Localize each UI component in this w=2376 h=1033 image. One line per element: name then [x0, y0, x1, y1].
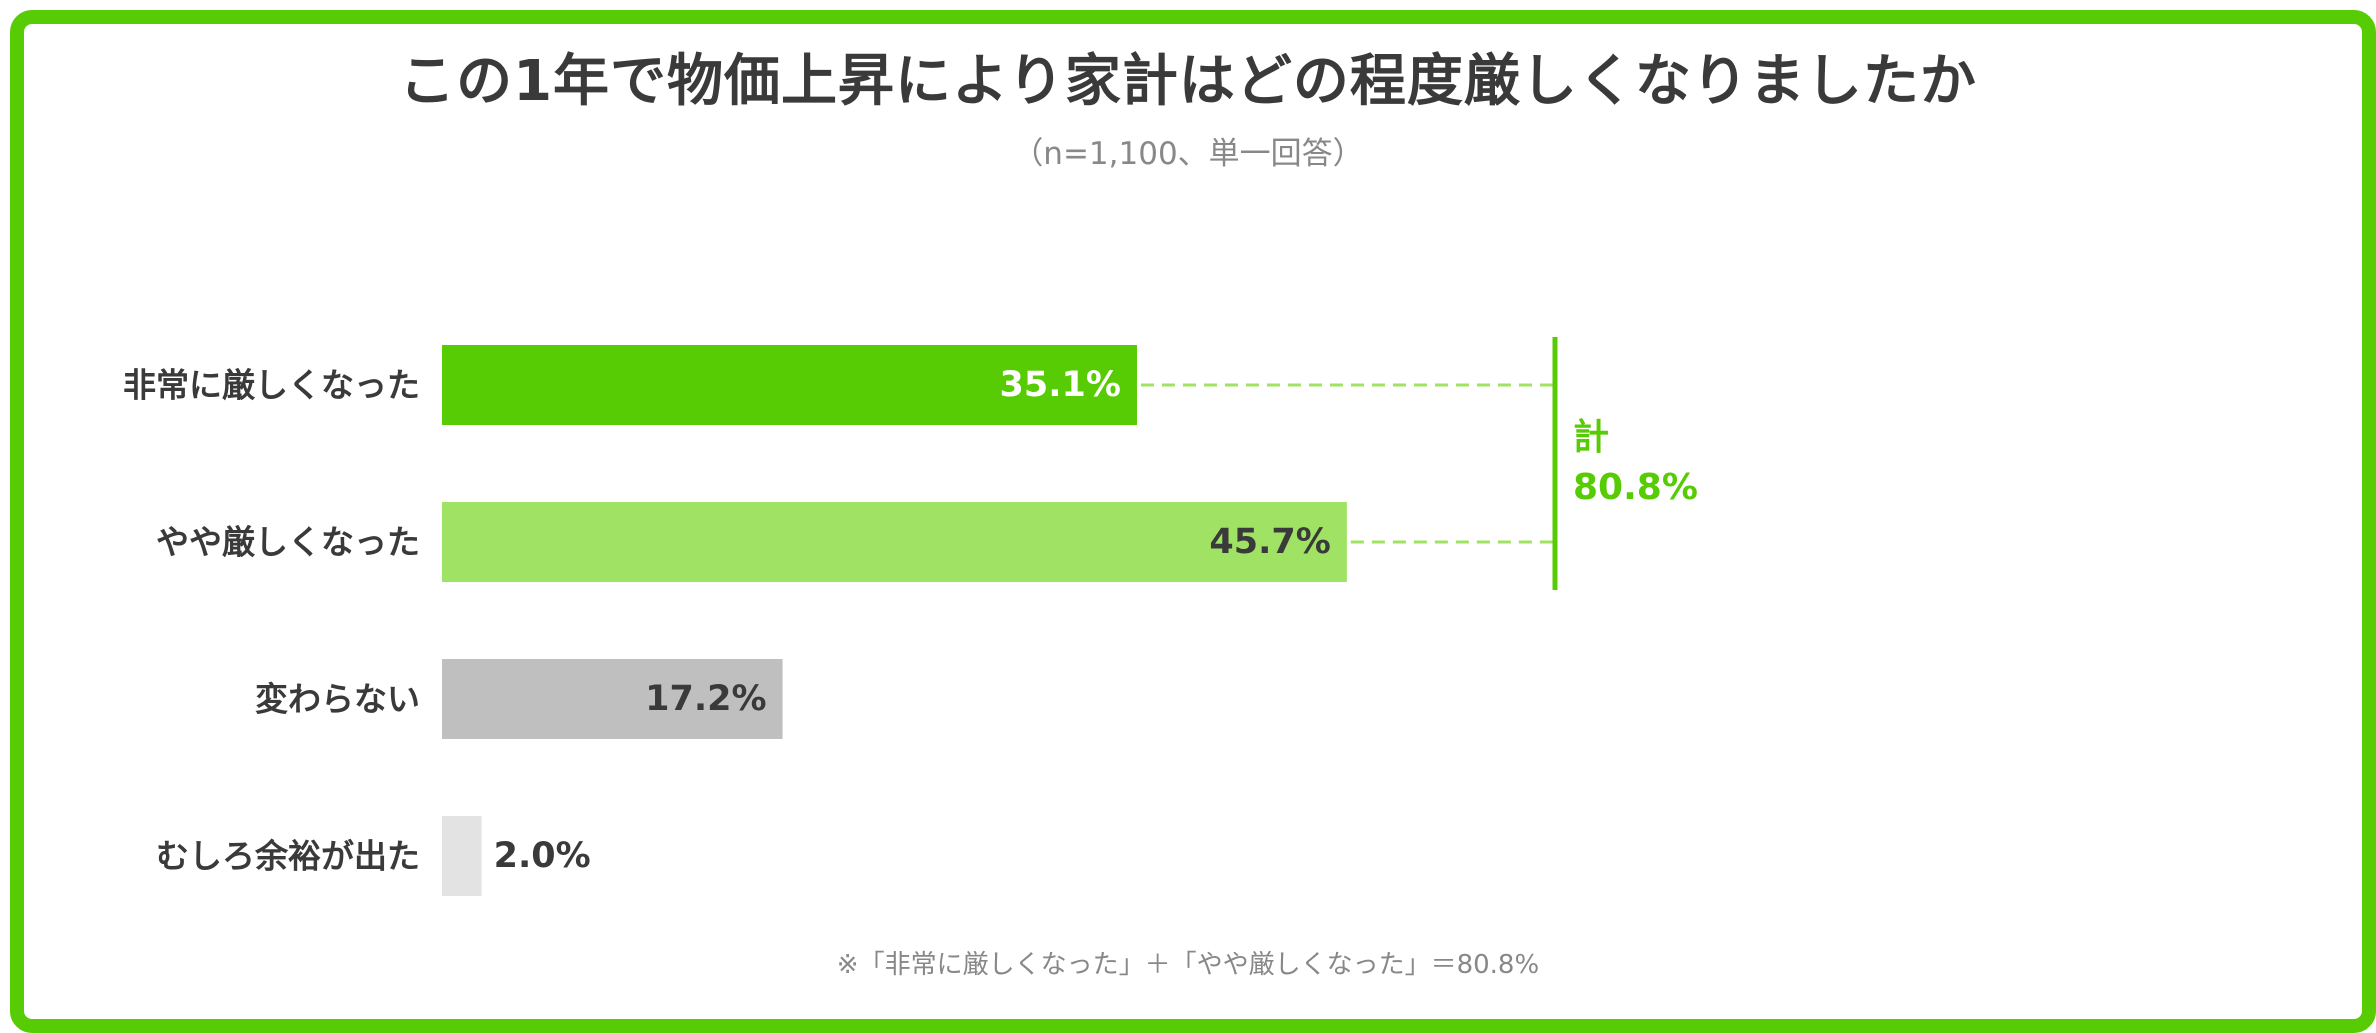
chart-subtitle: （n=1,100、単一回答） [1012, 136, 1364, 172]
value-label: 17.2% [645, 679, 766, 719]
bar [442, 502, 1347, 582]
bar [442, 816, 482, 896]
total-value: 80.8% [1573, 467, 1698, 508]
category-label: やや厳しくなった [156, 523, 420, 562]
category-label: 非常に厳しくなった [123, 366, 420, 405]
bar [442, 345, 1137, 425]
total-title: 計 [1573, 417, 1609, 458]
bar [442, 659, 783, 739]
value-label: 2.0% [494, 836, 591, 876]
chart-title: この1年で物価上昇により家計はどの程度厳しくなりましたか [399, 49, 1977, 114]
value-label: 45.7% [1209, 522, 1330, 562]
category-label: むしろ余裕が出た [156, 837, 420, 876]
chart-footnote: ※「非常に厳しくなった」＋「やや厳しくなった」＝80.8% [836, 950, 1540, 980]
value-label: 35.1% [1000, 365, 1121, 405]
category-label: 変わらない [255, 680, 420, 719]
